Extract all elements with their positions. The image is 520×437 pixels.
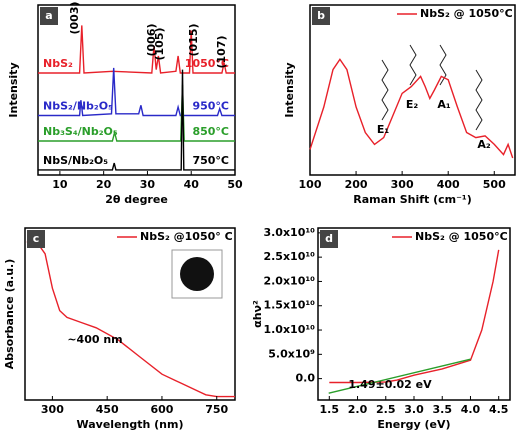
annotation: (107): [215, 35, 228, 68]
data-line: [38, 69, 235, 171]
x-tick-label: 100: [299, 178, 322, 191]
y-axis-label: Intensity: [283, 62, 296, 117]
x-tick-label: 20: [96, 178, 112, 191]
series-temperature: 1050°C: [185, 57, 229, 70]
x-tick-label: 600: [150, 403, 173, 416]
annotation: ~400 nm: [67, 333, 122, 346]
x-tick-label: 2.0: [348, 403, 368, 416]
series-label: NbS/Nb₂O₅: [43, 154, 108, 167]
panel-letter-bg: [27, 230, 45, 248]
series-label: Nb₃S₄/Nb₂O₅: [43, 125, 118, 138]
inset-sample: [180, 257, 214, 291]
x-tick-label: 10: [52, 178, 68, 191]
annotation: A₂: [477, 138, 491, 151]
legend-label: NbS₂ @1050° C: [140, 230, 233, 243]
data-line: [329, 249, 500, 384]
y-tick-label: 1.0x10¹⁰: [263, 323, 315, 336]
data-line: [38, 25, 235, 74]
series-label: NbS₂: [43, 57, 73, 70]
sketch: [381, 59, 389, 121]
y-tick-label: 2.5x10¹⁰: [263, 250, 315, 263]
panel-letter: d: [325, 232, 333, 245]
plot-frame: [37, 4, 236, 176]
molecule-sketches: [381, 44, 483, 131]
annotation: (015): [187, 23, 200, 56]
panel-letter: b: [317, 9, 325, 22]
y-axis-label: Intensity: [7, 62, 20, 117]
y-tick-label: 5.0x10⁹: [268, 347, 315, 360]
plot-frame: [317, 227, 511, 401]
y-axis-label: Absorbance (a.u.): [3, 259, 16, 370]
x-axis-label: Wavelength (nm): [77, 418, 184, 431]
data-line: [328, 358, 471, 394]
y-tick-label: 3.0x10¹⁰: [263, 226, 315, 239]
series-temperature: 750°C: [192, 154, 229, 167]
x-tick-label: 750: [205, 403, 228, 416]
x-tick-label: 4.0: [461, 403, 481, 416]
data-line: [38, 67, 235, 117]
y-axis-label: αhν²: [251, 300, 264, 328]
x-tick-label: 30: [140, 178, 156, 191]
x-axis-label: 2θ degree: [105, 193, 168, 206]
x-tick-label: 300: [391, 178, 414, 191]
series-label: NbS₂/Nb₂O₅: [43, 100, 113, 113]
x-tick-label: 2.5: [376, 403, 396, 416]
x-tick-label: 400: [437, 178, 460, 191]
legend-label: NbS₂ @ 1050°C: [420, 7, 513, 20]
data-line: [26, 241, 235, 398]
y-tick-label: 1.5x10¹⁰: [263, 299, 315, 312]
annotation: E₁: [377, 123, 390, 136]
annotation: (006): [145, 23, 158, 56]
x-tick-label: 450: [96, 403, 119, 416]
x-tick-label: 200: [345, 178, 368, 191]
plot-frame: [24, 227, 236, 401]
panel-letter-bg: [320, 230, 338, 248]
x-tick-label: 1.5: [320, 403, 340, 416]
sketch: [409, 44, 417, 86]
x-tick-label: 3.0: [404, 403, 424, 416]
panel-letter-bg: [312, 7, 330, 25]
x-axis-label: Energy (eV): [377, 418, 450, 431]
panel-letter: c: [33, 232, 40, 245]
annotation: (105): [153, 27, 166, 60]
panel-letter: a: [45, 9, 52, 22]
y-tick-label: 0.0: [296, 372, 316, 385]
annotation: 1.49±0.02 eV: [348, 378, 432, 391]
series-temperature: 850°C: [192, 125, 229, 138]
x-tick-label: 50: [227, 178, 243, 191]
annotation: (003): [68, 1, 81, 34]
panel-letter-bg: [40, 7, 58, 25]
annotation: E₂: [406, 98, 419, 111]
annotation: A₁: [437, 98, 451, 111]
series-temperature: 950°C: [192, 100, 229, 113]
y-tick-label: 2.0x10¹⁰: [263, 274, 315, 287]
x-tick-label: 3.5: [432, 403, 452, 416]
plot-frame: [309, 4, 516, 176]
sketch: [475, 69, 483, 131]
data-line: [309, 58, 514, 159]
x-tick-label: 4.5: [489, 403, 509, 416]
x-tick-label: 40: [184, 178, 200, 191]
legend-label: NbS₂ @ 1050°C: [415, 230, 508, 243]
x-tick-label: 500: [483, 178, 506, 191]
x-axis-label: Raman Shift (cm⁻¹): [353, 193, 472, 206]
x-tick-label: 300: [41, 403, 64, 416]
